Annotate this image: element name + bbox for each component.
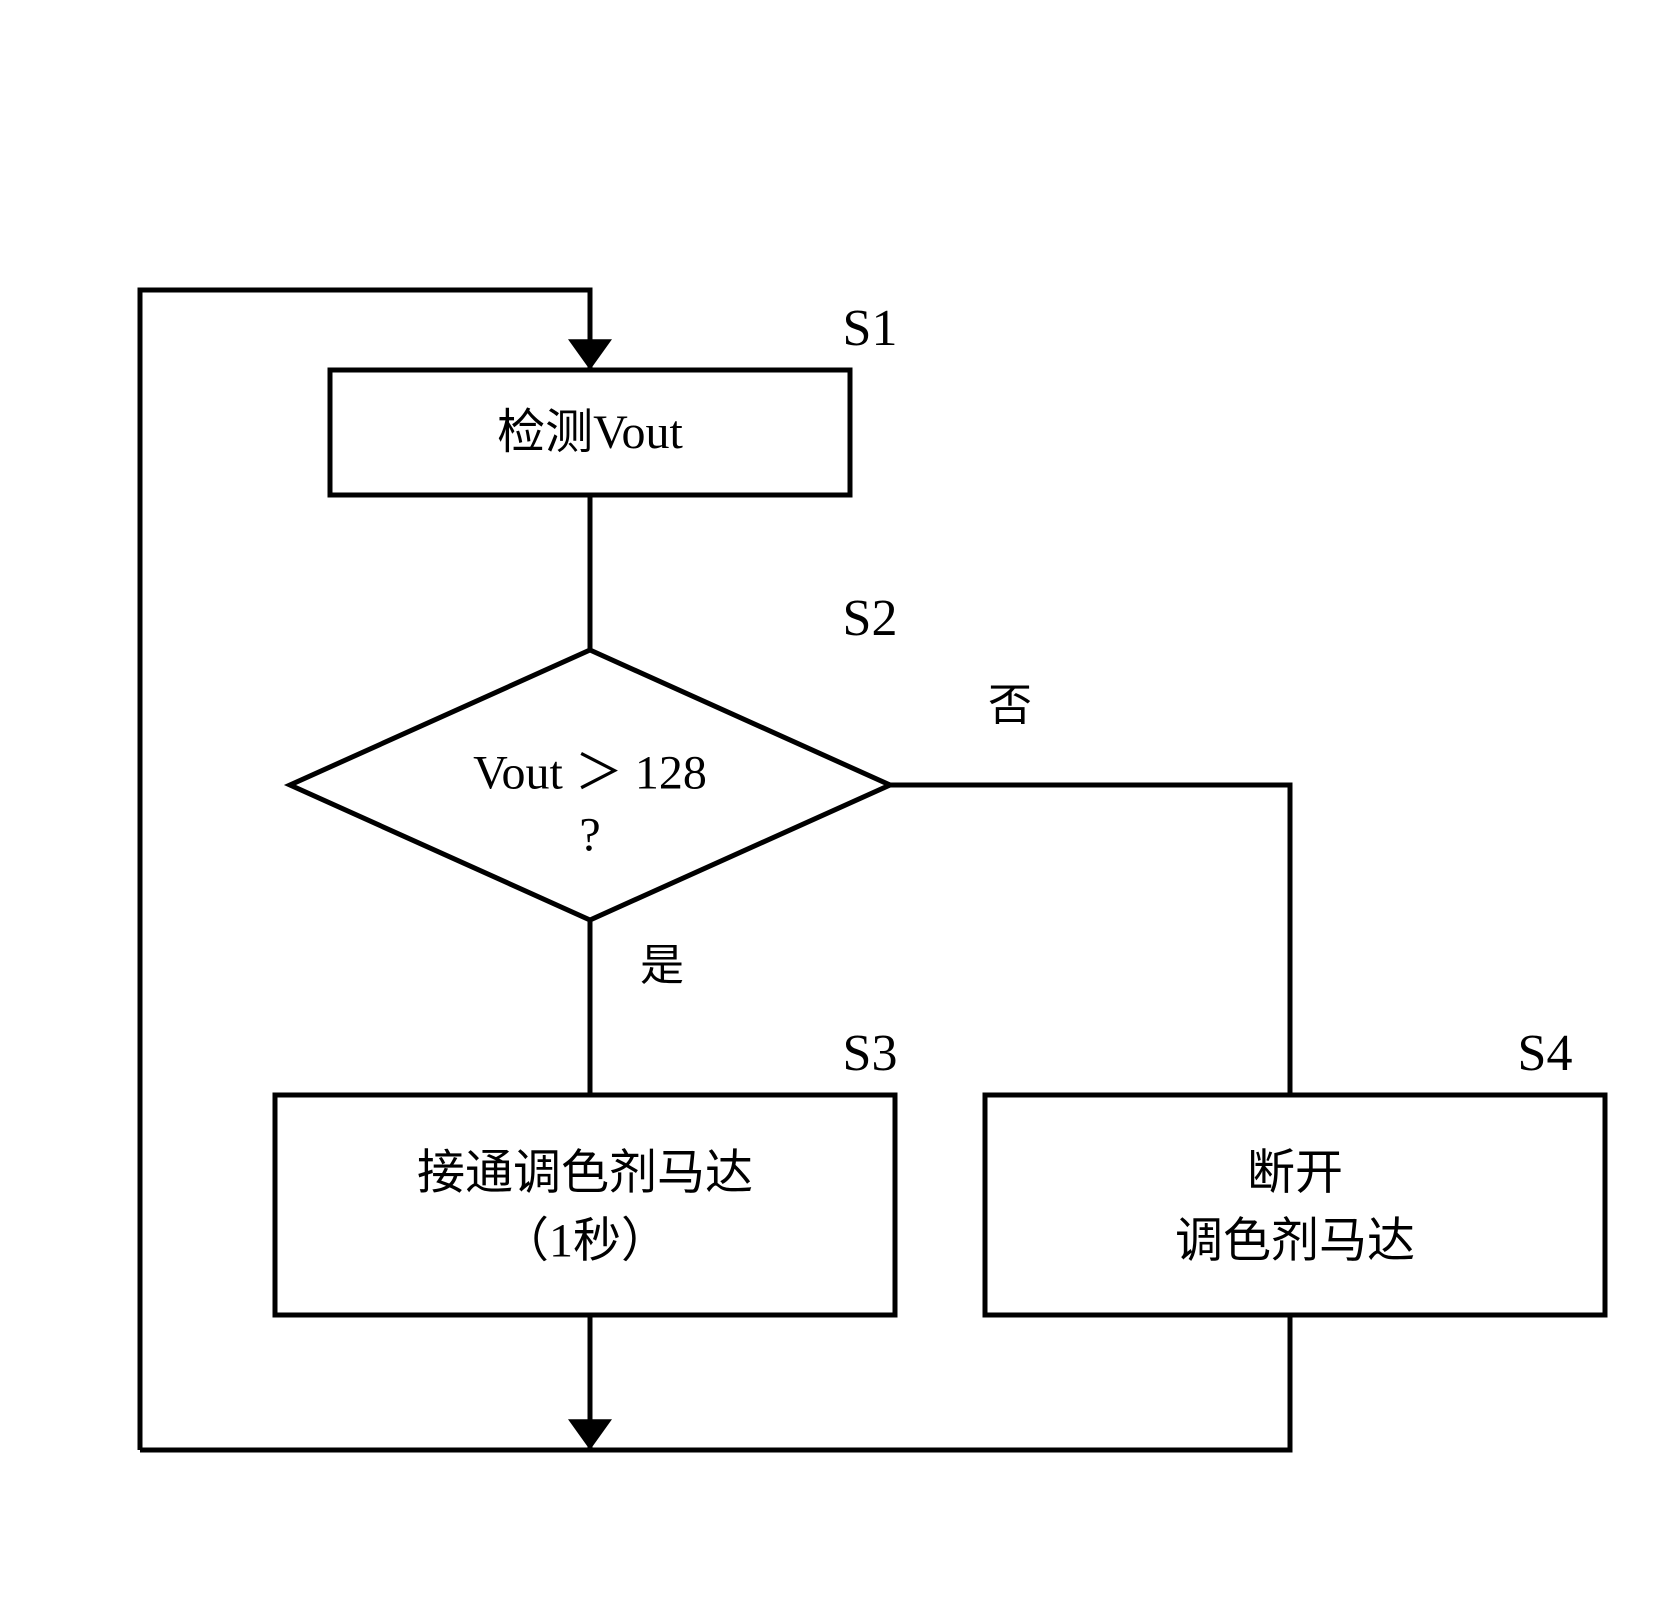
decision-s2-yes: 是 [640, 941, 684, 990]
decision-s2-text2: ? [579, 809, 600, 862]
process-s1-text: 检测Vout [497, 406, 683, 459]
label-s4: S4 [1518, 1025, 1573, 1082]
arrow-head [568, 339, 612, 370]
decision-s2-no: 否 [988, 681, 1032, 730]
decision-s2-text1: Vout ＞ 128 [473, 747, 707, 800]
label-s2: S2 [843, 590, 898, 647]
label-s1: S1 [843, 300, 898, 357]
edge-s4_to_loop [140, 1315, 1290, 1450]
edge-s2_to_s4 [890, 785, 1290, 1095]
label-s3: S3 [843, 1025, 898, 1082]
arrow-head [568, 1419, 612, 1450]
process-s3-text1: 接通调色剂马达 [417, 1147, 753, 1200]
process-s3-text2: （1秒） [501, 1215, 669, 1268]
process-s4-text1: 断开 [1247, 1147, 1343, 1200]
process-s4 [985, 1095, 1605, 1315]
process-s3 [275, 1095, 895, 1315]
process-s4-text2: 调色剂马达 [1175, 1215, 1415, 1268]
